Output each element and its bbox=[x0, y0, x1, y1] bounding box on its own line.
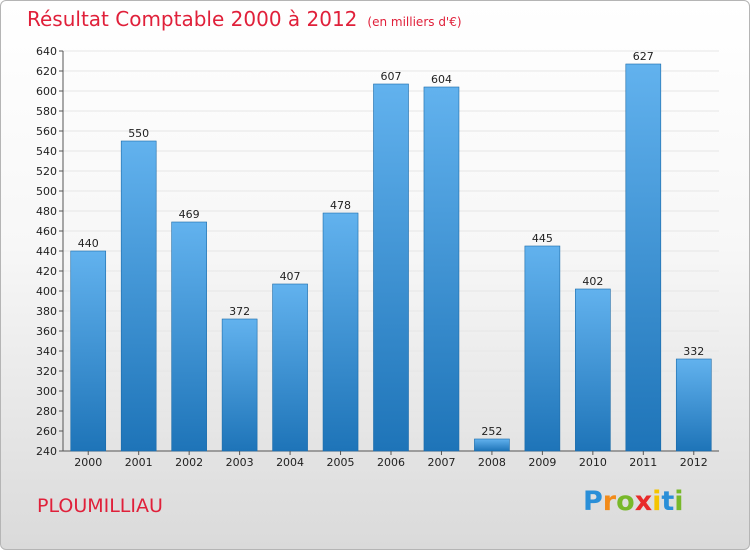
y-tick-label: 400 bbox=[36, 285, 57, 298]
bar-2006 bbox=[373, 83, 409, 452]
data-label-2002: 469 bbox=[179, 208, 200, 221]
data-label-2001: 550 bbox=[128, 127, 149, 140]
bar-2011 bbox=[625, 63, 662, 452]
bar-2009 bbox=[524, 245, 561, 452]
y-tick-label: 300 bbox=[36, 385, 57, 398]
x-tick-label-2009: 2009 bbox=[528, 456, 556, 469]
y-tick-label: 420 bbox=[36, 265, 57, 278]
logo-letter: o bbox=[616, 486, 635, 517]
y-tick-label: 320 bbox=[36, 365, 57, 378]
y-tick-label: 360 bbox=[36, 325, 57, 338]
x-tick-label-2007: 2007 bbox=[427, 456, 455, 469]
bar-2001 bbox=[120, 140, 157, 452]
logo-letter: t bbox=[661, 486, 675, 517]
y-tick-label: 340 bbox=[36, 345, 57, 358]
y-tick-label: 500 bbox=[36, 185, 57, 198]
bar-2000 bbox=[70, 250, 107, 452]
bar-2012 bbox=[675, 358, 712, 452]
x-tick-label-2006: 2006 bbox=[377, 456, 405, 469]
bar-2004 bbox=[272, 283, 308, 452]
bar-2010 bbox=[575, 288, 611, 452]
y-tick-label: 520 bbox=[36, 165, 57, 178]
data-label-2009: 445 bbox=[532, 232, 553, 245]
logo-letter: i bbox=[674, 486, 684, 517]
y-tick-label: 240 bbox=[36, 445, 57, 458]
y-tick-label: 380 bbox=[36, 305, 57, 318]
data-label-2004: 407 bbox=[280, 270, 301, 283]
bar-2003 bbox=[221, 318, 258, 452]
x-tick-label-2011: 2011 bbox=[629, 456, 657, 469]
data-label-2011: 627 bbox=[633, 50, 654, 63]
bar-2005 bbox=[322, 212, 359, 452]
logo-letter: r bbox=[602, 486, 617, 517]
y-tick-label: 260 bbox=[36, 425, 57, 438]
y-tick-label: 440 bbox=[36, 245, 57, 258]
chart-title-text: Résultat Comptable 2000 à 2012 bbox=[27, 7, 358, 31]
bar-2002 bbox=[171, 221, 207, 452]
proxiti-logo: Proxiti bbox=[583, 486, 684, 517]
chart-unit: (en milliers d'€) bbox=[367, 15, 462, 29]
logo-letter: P bbox=[583, 486, 603, 517]
y-tick-label: 480 bbox=[36, 205, 57, 218]
data-label-2008: 252 bbox=[481, 425, 502, 438]
data-label-2003: 372 bbox=[229, 305, 250, 318]
data-label-2010: 402 bbox=[582, 275, 603, 288]
logo-letter: x bbox=[634, 486, 653, 517]
y-tick-label: 600 bbox=[36, 85, 57, 98]
y-tick-label: 560 bbox=[36, 125, 57, 138]
x-tick-label-2001: 2001 bbox=[125, 456, 153, 469]
x-tick-label-2002: 2002 bbox=[175, 456, 203, 469]
y-tick-label: 620 bbox=[36, 65, 57, 78]
data-label-2012: 332 bbox=[683, 345, 704, 358]
x-tick-label-2010: 2010 bbox=[579, 456, 607, 469]
y-tick-label: 580 bbox=[36, 105, 57, 118]
y-tick-label: 540 bbox=[36, 145, 57, 158]
logo-letter: i bbox=[652, 486, 662, 517]
data-label-2005: 478 bbox=[330, 199, 351, 212]
bar-2007 bbox=[423, 86, 460, 452]
x-tick-label-2003: 2003 bbox=[226, 456, 254, 469]
x-tick-label-2000: 2000 bbox=[74, 456, 102, 469]
bar-2008 bbox=[474, 438, 510, 452]
town-name: PLOUMILLIAU bbox=[37, 495, 163, 517]
x-tick-label-2008: 2008 bbox=[478, 456, 506, 469]
y-tick-label: 460 bbox=[36, 225, 57, 238]
x-tick-label-2012: 2012 bbox=[680, 456, 708, 469]
data-label-2006: 607 bbox=[381, 70, 402, 83]
data-label-2000: 440 bbox=[78, 237, 99, 250]
y-tick-label: 640 bbox=[36, 45, 57, 58]
chart-title: Résultat Comptable 2000 à 2012 (en millie… bbox=[27, 7, 462, 31]
data-label-2007: 604 bbox=[431, 73, 452, 86]
y-tick-label: 280 bbox=[36, 405, 57, 418]
x-tick-label-2004: 2004 bbox=[276, 456, 304, 469]
x-tick-label-2005: 2005 bbox=[327, 456, 355, 469]
